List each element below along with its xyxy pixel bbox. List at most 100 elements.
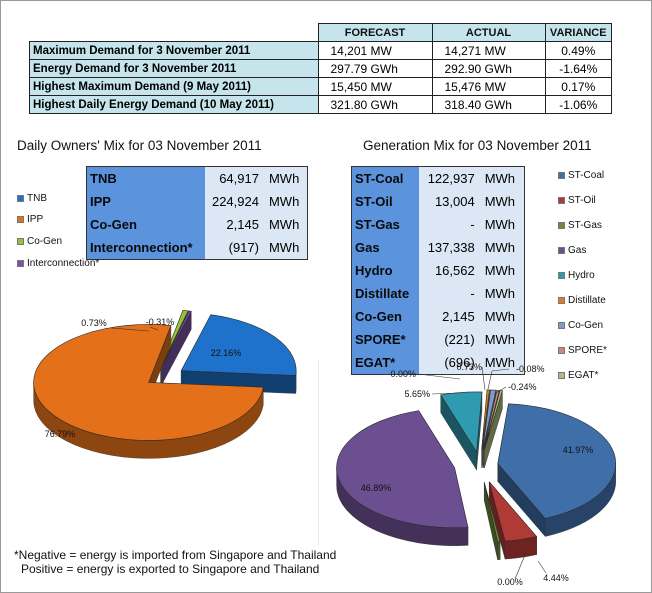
owner-label: Co-Gen xyxy=(86,213,205,236)
gen-label: ST-Oil xyxy=(351,190,419,213)
gen-value: 137,338 xyxy=(418,236,485,259)
column-header-variance: VARIANCE xyxy=(544,23,612,42)
variance-cell: 0.17% xyxy=(544,77,612,96)
table-row: Highest Daily Energy Demand (10 May 2011… xyxy=(29,95,612,114)
legend-label: ST-Gas xyxy=(568,220,602,231)
legend-swatch xyxy=(558,196,565,204)
legend-label: ST-Coal xyxy=(568,170,605,181)
section-divider xyxy=(318,360,319,545)
table-row: SPORE* (221) MWh xyxy=(351,328,525,351)
gen-label: Distillate xyxy=(351,282,419,305)
legend-label: ST-Oil xyxy=(568,195,596,206)
owner-label: Interconnection* xyxy=(86,236,205,260)
gen-unit: MWh xyxy=(484,351,525,375)
leader-line xyxy=(110,327,150,332)
leader-line xyxy=(481,366,486,391)
leader-line xyxy=(431,392,460,395)
legend-item-gas: Gas xyxy=(558,245,586,256)
legend-item-st-gas: ST-Gas xyxy=(558,220,602,231)
gen-label: Co-Gen xyxy=(351,305,419,328)
legend-item-distillate: Distillate xyxy=(558,295,606,306)
legend-label: Distillate xyxy=(568,295,606,306)
legend-label: EGAT* xyxy=(568,370,599,381)
leader-line xyxy=(417,373,461,380)
owners-pie-chart: 22.16% 76.79% 0.73% -0.31% xyxy=(33,309,297,459)
gen-unit: MWh xyxy=(484,213,525,236)
leader-line xyxy=(493,386,507,395)
forecast-cell: 321.80 GWh xyxy=(317,95,433,114)
owner-unit: MWh xyxy=(268,166,308,190)
legend-swatch xyxy=(558,346,565,354)
forecast-cell: 15,450 MW xyxy=(317,77,433,96)
data-label-co-gen: 0.73% xyxy=(81,318,107,328)
gen-value: 122,937 xyxy=(418,166,485,190)
generation-pie-chart: 41.97% 4.44% 0.00% 46.89% 5.65% 0.00% 0.73% -0.… xyxy=(336,362,617,587)
legend-item-ipp: IPP xyxy=(17,214,43,225)
actual-cell: 14,271 MW xyxy=(431,41,546,60)
legend-item-spore: SPORE* xyxy=(558,345,607,356)
generation-mix-table: ST-Coal 122,937 MWh ST-Oil 13,004 MWh ST-Gas… xyxy=(351,166,525,375)
table-row: Co-Gen 2,145 MWh xyxy=(86,213,308,236)
gen-value: - xyxy=(418,282,485,305)
legend-item-st-coal: ST-Coal xyxy=(558,170,604,181)
leader-line xyxy=(149,326,159,331)
gen-label: ST-Coal xyxy=(351,166,419,190)
legend-swatch xyxy=(558,271,565,279)
legend-label: Gas xyxy=(568,245,587,256)
gen-unit: MWh xyxy=(484,328,525,351)
legend-label: IPP xyxy=(27,214,44,225)
pie-slice-interconnection xyxy=(161,310,192,386)
leader-line xyxy=(537,560,547,574)
owner-unit: MWh xyxy=(268,236,308,260)
demand-summary-table: FORECAST ACTUAL VARIANCE Maximum Demand … xyxy=(29,23,612,114)
footnote: *Negative = energy is imported from Sing… xyxy=(14,548,336,576)
table-row: ST-Coal 122,937 MWh xyxy=(351,166,525,190)
data-label-st-coal: 41.97% xyxy=(563,445,594,455)
table-row: Gas 137,338 MWh xyxy=(351,236,525,259)
owners-mix-table: TNB 64,917 MWh IPP 224,924 MWh Co-Gen 2,145 MW… xyxy=(86,166,308,260)
legend-label: Hydro xyxy=(568,270,595,281)
row-label: Highest Daily Energy Demand (10 May 2011… xyxy=(29,95,319,114)
pie-slice-st-gas xyxy=(483,482,501,560)
gen-unit: MWh xyxy=(484,282,525,305)
table-row: ST-Gas - MWh xyxy=(351,213,525,236)
legend-swatch xyxy=(17,215,24,223)
legend-label: TNB xyxy=(27,193,47,204)
legend-swatch xyxy=(558,296,565,304)
data-label-egat: -0.24% xyxy=(508,382,537,392)
actual-cell: 318.40 GWh xyxy=(431,95,546,114)
data-label-gas: 46.89% xyxy=(361,483,392,493)
table-row: Interconnection* (917) MWh xyxy=(86,236,308,260)
table-row: Maximum Demand for 3 November 2011 14,20… xyxy=(29,41,612,60)
data-label-st-oil: 4.44% xyxy=(543,573,569,583)
owner-value: 224,924 xyxy=(204,190,269,213)
row-label: Maximum Demand for 3 November 2011 xyxy=(29,41,319,60)
pie-slice-hydro xyxy=(440,391,483,471)
legend-item-hydro: Hydro xyxy=(558,270,595,281)
forecast-cell: 297.79 GWh xyxy=(317,59,433,78)
legend-swatch xyxy=(558,221,565,229)
gen-label: Gas xyxy=(351,236,419,259)
legend-item-co-gen: Co-Gen xyxy=(17,236,62,247)
owner-unit: MWh xyxy=(268,213,308,236)
table-corner xyxy=(29,23,319,42)
legend-item-tnb: TNB xyxy=(17,193,47,204)
legend-swatch xyxy=(17,259,24,267)
forecast-cell: 14,201 MW xyxy=(317,41,433,60)
table-header-row: FORECAST ACTUAL VARIANCE xyxy=(29,23,612,42)
owner-label: IPP xyxy=(86,190,205,213)
owners-mix-title: Daily Owners' Mix for 03 November 2011 xyxy=(17,138,262,153)
gen-label: Hydro xyxy=(351,259,419,282)
legend-item-co-gen: Co-Gen xyxy=(558,320,603,331)
owner-value: 2,145 xyxy=(204,213,269,236)
variance-cell: -1.06% xyxy=(544,95,612,114)
gen-unit: MWh xyxy=(484,236,525,259)
table-row: IPP 224,924 MWh xyxy=(86,190,308,213)
pie-slice-st-coal xyxy=(497,403,617,538)
footnote-line-2: Positive = energy is exported to Singapo… xyxy=(21,562,320,576)
legend-swatch xyxy=(17,194,24,202)
data-label-st-gas: 0.00% xyxy=(497,577,523,587)
footnote-line-1: *Negative = energy is imported from Sing… xyxy=(14,548,337,562)
gen-label: ST-Gas xyxy=(351,213,419,236)
data-label-spore: -0.08% xyxy=(516,364,545,374)
